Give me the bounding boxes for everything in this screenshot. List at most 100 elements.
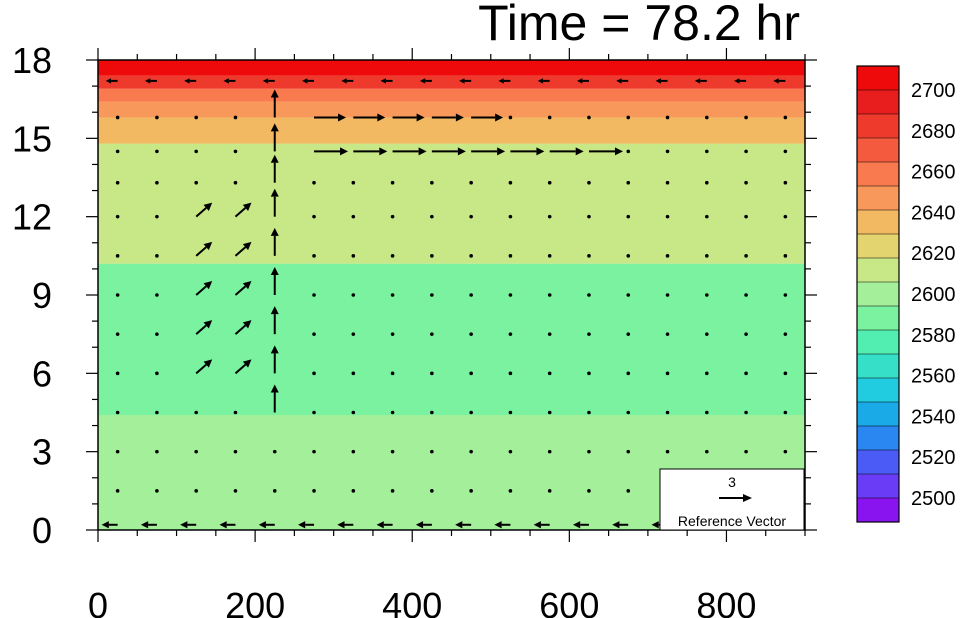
vector-arrow bbox=[351, 410, 356, 415]
vector-arrow bbox=[270, 267, 279, 295]
vector-arrow bbox=[351, 293, 356, 297]
vector-arrow bbox=[626, 489, 631, 493]
vector-arrow bbox=[351, 371, 356, 376]
vector-arrow bbox=[115, 489, 120, 493]
colorbar-label: 2680 bbox=[911, 121, 956, 143]
vector-arrow bbox=[314, 113, 347, 122]
vector-arrow bbox=[155, 180, 159, 185]
x-tick-label: 800 bbox=[696, 585, 756, 618]
vector-arrow bbox=[783, 371, 788, 376]
vector-arrow bbox=[155, 214, 159, 219]
vector-arrow bbox=[783, 115, 788, 120]
vector-arrow bbox=[115, 293, 120, 297]
vector-arrow bbox=[430, 332, 434, 336]
vector-arrow bbox=[705, 293, 709, 297]
vector-arrow bbox=[626, 254, 631, 258]
vector-arrow bbox=[508, 214, 513, 219]
vector-arrow bbox=[455, 521, 472, 529]
colorbar-swatch bbox=[857, 210, 899, 234]
y-tick-label: 3 bbox=[32, 432, 52, 473]
vector-arrow bbox=[588, 147, 623, 156]
vector-arrow bbox=[155, 449, 159, 454]
vector-arrow bbox=[270, 384, 279, 413]
vector-arrow bbox=[665, 332, 670, 336]
colorbar-swatch bbox=[857, 354, 899, 378]
vector-arrow bbox=[547, 254, 552, 258]
vector-arrow bbox=[626, 180, 631, 185]
vector-arrow bbox=[223, 78, 236, 84]
vector-arrow bbox=[469, 449, 473, 454]
colorbar-swatch bbox=[857, 162, 899, 186]
vector-arrow bbox=[744, 214, 748, 219]
vector-arrow bbox=[431, 113, 464, 122]
vector-arrow bbox=[351, 332, 356, 336]
vector-arrow bbox=[508, 332, 513, 336]
vector-arrow bbox=[587, 449, 591, 454]
vector-arrow bbox=[744, 371, 748, 376]
vector-arrow bbox=[115, 449, 120, 454]
vector-arrow bbox=[312, 180, 316, 185]
vector-arrow bbox=[155, 115, 159, 120]
vector-arrow bbox=[783, 180, 788, 185]
vector-arrow bbox=[115, 115, 120, 120]
vector-arrow bbox=[547, 449, 552, 454]
vector-arrow bbox=[272, 449, 277, 454]
vector-arrow bbox=[626, 332, 631, 336]
vector-arrow bbox=[351, 214, 356, 219]
vector-arrow bbox=[390, 449, 395, 454]
vector-arrow bbox=[471, 147, 506, 156]
vector-arrow bbox=[272, 489, 277, 493]
colorbar-swatch bbox=[857, 234, 899, 258]
vector-arrow bbox=[430, 293, 434, 297]
vector-arrow bbox=[744, 410, 748, 415]
vector-arrow bbox=[705, 410, 709, 415]
vector-arrow bbox=[576, 78, 589, 84]
vector-arrow bbox=[353, 147, 388, 156]
vector-arrow bbox=[194, 115, 198, 120]
vector-arrow bbox=[626, 115, 631, 120]
y-tick-label: 6 bbox=[32, 353, 52, 394]
vector-arrow bbox=[312, 254, 316, 258]
x-tick-label: 200 bbox=[225, 585, 285, 618]
vector-arrow bbox=[587, 180, 591, 185]
vector-arrow bbox=[508, 371, 513, 376]
vector-arrow bbox=[219, 521, 236, 529]
vector-arrow bbox=[587, 214, 591, 219]
vector-arrow bbox=[547, 371, 552, 376]
vector-arrow bbox=[155, 293, 159, 297]
vector-arrow bbox=[115, 371, 120, 376]
reference-vector-box: 3 Reference Vector bbox=[659, 468, 805, 531]
vector-arrow bbox=[270, 345, 279, 374]
vector-arrow bbox=[705, 332, 709, 336]
vector-arrow bbox=[705, 214, 709, 219]
contour-band bbox=[98, 75, 805, 89]
vector-arrow bbox=[616, 78, 629, 84]
vector-arrow bbox=[184, 78, 197, 84]
vector-arrow bbox=[469, 254, 473, 258]
vector-arrow bbox=[341, 78, 354, 84]
colorbar-swatch bbox=[857, 450, 899, 474]
vector-arrow bbox=[626, 449, 631, 454]
colorbar-label: 2560 bbox=[911, 366, 956, 388]
vector-arrow bbox=[258, 521, 275, 529]
colorbar-swatch bbox=[857, 138, 899, 162]
vector-arrow bbox=[155, 149, 159, 154]
vector-arrow bbox=[773, 78, 786, 84]
vector-arrow bbox=[312, 489, 316, 493]
vector-arrow bbox=[390, 293, 395, 297]
vector-arrow bbox=[234, 281, 252, 296]
vector-arrow bbox=[783, 254, 788, 258]
vector-arrow bbox=[705, 149, 709, 154]
vector-arrow bbox=[744, 115, 748, 120]
vector-arrow bbox=[194, 410, 198, 415]
vector-arrow bbox=[270, 306, 279, 335]
contour-band bbox=[98, 60, 805, 76]
vector-arrow bbox=[105, 78, 118, 84]
vector-arrow bbox=[665, 371, 670, 376]
vector-arrow bbox=[665, 180, 670, 185]
colorbar-label: 2640 bbox=[911, 202, 956, 224]
vector-arrow bbox=[587, 254, 591, 258]
vector-arrow bbox=[262, 78, 275, 84]
vector-arrow bbox=[234, 359, 252, 375]
colorbar-label: 2500 bbox=[911, 488, 956, 510]
